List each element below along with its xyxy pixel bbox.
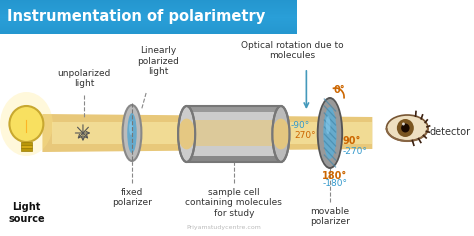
Bar (0, 7, 297, 8)
Ellipse shape (319, 99, 341, 167)
Bar (0, 13, 297, 14)
Ellipse shape (386, 115, 428, 141)
Text: -90°: -90° (291, 121, 310, 130)
Text: Linearly
polarized
light: Linearly polarized light (137, 46, 179, 76)
Text: Instrumentation of polarimetry: Instrumentation of polarimetry (7, 9, 265, 25)
Ellipse shape (317, 97, 343, 169)
Bar (0, 20, 297, 21)
Text: Optical rotation due to
molecules: Optical rotation due to molecules (241, 41, 344, 60)
Ellipse shape (127, 113, 137, 153)
Bar (0, 29, 297, 30)
Text: 90°: 90° (342, 136, 361, 146)
Text: 0°: 0° (334, 85, 346, 95)
Text: sample cell
containing molecules
for study: sample cell containing molecules for stu… (185, 188, 282, 218)
Bar (0, 31, 297, 32)
Bar (187, 106, 281, 112)
Ellipse shape (273, 119, 290, 149)
Text: Light
source: Light source (8, 202, 45, 223)
Bar (0, 28, 297, 29)
Text: movable
polarizer: movable polarizer (310, 207, 350, 226)
Bar (0, 17, 297, 18)
Text: -270°: -270° (342, 148, 367, 156)
Text: fixed
polarizer: fixed polarizer (112, 188, 152, 207)
Bar (0, 33, 297, 34)
Bar (0, 3, 297, 4)
Bar (21, 142, 32, 145)
Ellipse shape (401, 123, 410, 132)
Bar (0, 19, 297, 20)
Ellipse shape (9, 106, 43, 142)
Ellipse shape (323, 107, 337, 159)
Bar (187, 112, 281, 156)
Bar (0, 23, 297, 24)
Ellipse shape (178, 119, 195, 149)
Bar (0, 32, 297, 33)
Bar (187, 106, 281, 162)
Ellipse shape (402, 122, 405, 126)
Bar (0, 8, 297, 9)
Bar (21, 145, 32, 148)
Bar (0, 25, 297, 26)
Bar (0, 16, 297, 17)
Bar (0, 18, 297, 19)
Polygon shape (52, 122, 373, 144)
Ellipse shape (326, 116, 330, 134)
Ellipse shape (129, 121, 133, 135)
Text: detector: detector (430, 127, 471, 137)
Bar (0, 1, 297, 2)
Text: Priyamstudycentre.com: Priyamstudycentre.com (186, 225, 261, 230)
Ellipse shape (397, 119, 414, 137)
Bar (0, 21, 297, 22)
Bar (187, 156, 281, 162)
Bar (0, 12, 297, 13)
Ellipse shape (178, 106, 195, 162)
Text: 180°: 180° (322, 171, 347, 181)
Polygon shape (42, 114, 373, 152)
Bar (187, 120, 281, 146)
Bar (0, 10, 297, 11)
Bar (0, 26, 297, 27)
Bar (0, 2, 297, 3)
Ellipse shape (123, 105, 141, 161)
Bar (0, 0, 297, 1)
Bar (0, 24, 297, 25)
Ellipse shape (273, 106, 290, 162)
Bar (21, 148, 32, 151)
Ellipse shape (0, 92, 53, 156)
Bar (0, 30, 297, 31)
Bar (0, 27, 297, 28)
Bar (0, 15, 297, 16)
Bar (0, 5, 297, 6)
Bar (0, 11, 297, 12)
Bar (0, 6, 297, 7)
Text: unpolarized
light: unpolarized light (57, 69, 110, 88)
Bar (0, 9, 297, 10)
Bar (0, 14, 297, 15)
Text: -180°: -180° (322, 179, 347, 188)
Bar (0, 4, 297, 5)
Text: 270°: 270° (294, 131, 316, 139)
Bar (0, 22, 297, 23)
